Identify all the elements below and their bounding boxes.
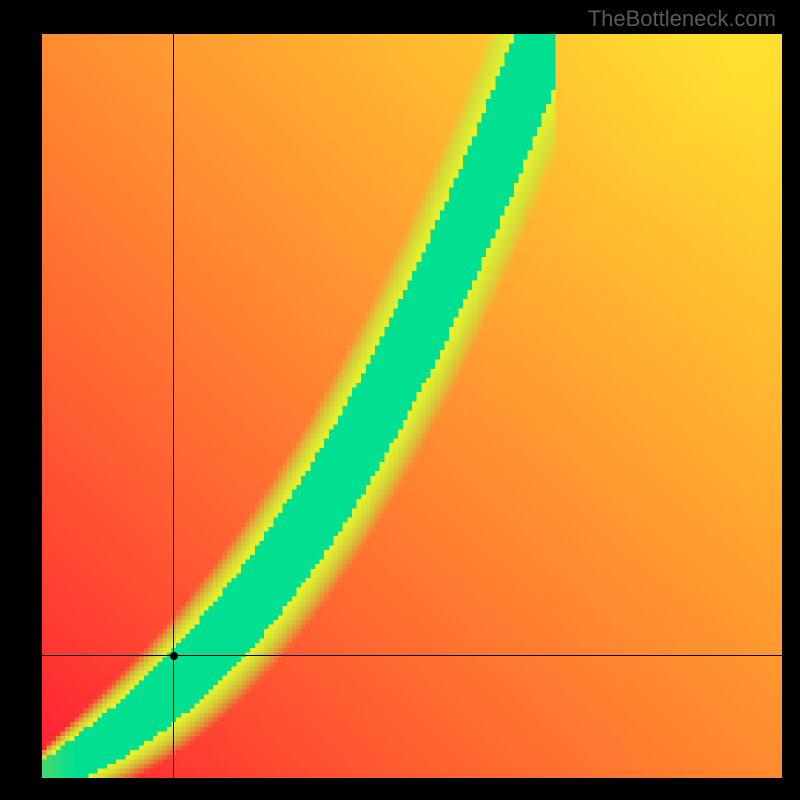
crosshair-marker — [170, 652, 178, 660]
plot-area — [42, 34, 782, 778]
crosshair-horizontal — [42, 655, 782, 656]
watermark-text: TheBottleneck.com — [588, 6, 776, 32]
crosshair-vertical — [173, 34, 174, 778]
heatmap-canvas — [42, 34, 782, 778]
chart-container: TheBottleneck.com — [0, 0, 800, 800]
